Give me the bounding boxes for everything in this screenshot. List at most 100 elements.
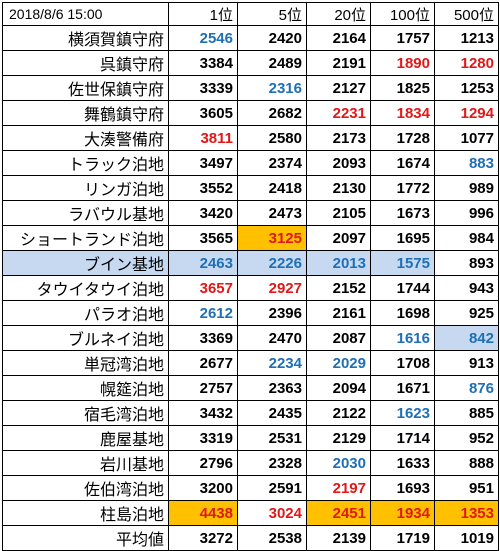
table-row: 幌筵泊地 2757 2363 2094 1671 876 xyxy=(2,375,499,401)
value-cell: 3565 xyxy=(168,225,238,251)
value-cell: 2796 xyxy=(168,450,238,476)
value-cell: 3552 xyxy=(168,175,238,201)
value-cell: 2130 xyxy=(306,175,371,201)
value-cell: 2316 xyxy=(237,75,307,101)
value-cell: 1280 xyxy=(434,50,499,76)
table-row: 佐伯湾泊地 3200 2591 2197 1693 951 xyxy=(2,475,499,501)
table-row: 佐世保鎮守府 3339 2316 2127 1825 1253 xyxy=(2,75,499,101)
value-cell: 1890 xyxy=(370,50,435,76)
value-cell: 2463 xyxy=(168,250,238,276)
value-cell: 3420 xyxy=(168,200,238,226)
value-cell: 1674 xyxy=(370,150,435,176)
value-cell: 2328 xyxy=(237,450,307,476)
table-row: ラバウル基地 3420 2473 2105 1673 996 xyxy=(2,200,499,226)
header-rank-100: 100位 xyxy=(370,2,435,26)
value-cell: 3369 xyxy=(168,325,238,351)
value-cell: 2612 xyxy=(168,300,238,326)
value-cell: 1825 xyxy=(370,75,435,101)
header-row: 2018/8/6 15:00 1位 5位 20位 100位 500位 xyxy=(2,2,499,26)
base-name-cell: ショートランド泊地 xyxy=(2,225,169,251)
value-cell: 1616 xyxy=(370,325,435,351)
base-name-cell: 横須賀鎮守府 xyxy=(2,25,169,51)
table-row: 呉鎮守府 3384 2489 2191 1890 1280 xyxy=(2,50,499,76)
base-name-cell: ラバウル基地 xyxy=(2,200,169,226)
value-cell: 1019 xyxy=(434,525,499,551)
value-cell: 1695 xyxy=(370,225,435,251)
base-name-cell: 岩川基地 xyxy=(2,450,169,476)
table-row: ブイン基地 2463 2226 2013 1575 893 xyxy=(2,250,499,276)
value-cell: 2470 xyxy=(237,325,307,351)
table-row: パラオ泊地 2612 2396 2161 1698 925 xyxy=(2,300,499,326)
value-cell: 2122 xyxy=(306,400,371,426)
base-name-cell: 呉鎮守府 xyxy=(2,50,169,76)
header-rank-500: 500位 xyxy=(434,2,499,26)
value-cell: 842 xyxy=(434,325,499,351)
value-cell: 2682 xyxy=(237,100,307,126)
table-row: 単冠湾泊地 2677 2234 2029 1708 913 xyxy=(2,350,499,376)
base-name-cell: 柱島泊地 xyxy=(2,500,169,526)
value-cell: 2396 xyxy=(237,300,307,326)
table-row: 横須賀鎮守府 2546 2420 2164 1757 1213 xyxy=(2,25,499,51)
value-cell: 3272 xyxy=(168,525,238,551)
value-cell: 2418 xyxy=(237,175,307,201)
value-cell: 3339 xyxy=(168,75,238,101)
value-cell: 1757 xyxy=(370,25,435,51)
base-name-cell: 佐世保鎮守府 xyxy=(2,75,169,101)
value-cell: 2191 xyxy=(306,50,371,76)
table-row: 舞鶴鎮守府 3605 2682 2231 1834 1294 xyxy=(2,100,499,126)
value-cell: 2094 xyxy=(306,375,371,401)
value-cell: 2097 xyxy=(306,225,371,251)
value-cell: 1934 xyxy=(370,500,435,526)
value-cell: 2591 xyxy=(237,475,307,501)
value-cell: 2677 xyxy=(168,350,238,376)
value-cell: 885 xyxy=(434,400,499,426)
value-cell: 989 xyxy=(434,175,499,201)
value-cell: 1714 xyxy=(370,425,435,451)
table-body: 横須賀鎮守府 2546 2420 2164 1757 1213 呉鎮守府 3384 2489 21… xyxy=(2,25,499,551)
value-cell: 996 xyxy=(434,200,499,226)
value-cell: 1719 xyxy=(370,525,435,551)
base-name-cell: タウイタウイ泊地 xyxy=(2,275,169,301)
value-cell: 2197 xyxy=(306,475,371,501)
value-cell: 984 xyxy=(434,225,499,251)
base-name-cell: 宿毛湾泊地 xyxy=(2,400,169,426)
table-row: トラック泊地 3497 2374 2093 1674 883 xyxy=(2,150,499,176)
header-rank-20: 20位 xyxy=(306,2,371,26)
value-cell: 2030 xyxy=(306,450,371,476)
value-cell: 3384 xyxy=(168,50,238,76)
base-name-cell: パラオ泊地 xyxy=(2,300,169,326)
value-cell: 3125 xyxy=(237,225,307,251)
value-cell: 2363 xyxy=(237,375,307,401)
table-row: 大湊警備府 3811 2580 2173 1728 1077 xyxy=(2,125,499,151)
value-cell: 1623 xyxy=(370,400,435,426)
value-cell: 2234 xyxy=(237,350,307,376)
value-cell: 1728 xyxy=(370,125,435,151)
value-cell: 2013 xyxy=(306,250,371,276)
value-cell: 3432 xyxy=(168,400,238,426)
table-row: タウイタウイ泊地 3657 2927 2152 1744 943 xyxy=(2,275,499,301)
value-cell: 893 xyxy=(434,250,499,276)
base-name-cell: リンガ泊地 xyxy=(2,175,169,201)
value-cell: 2139 xyxy=(306,525,371,551)
value-cell: 1772 xyxy=(370,175,435,201)
value-cell: 2161 xyxy=(306,300,371,326)
value-cell: 2927 xyxy=(237,275,307,301)
value-cell: 1294 xyxy=(434,100,499,126)
value-cell: 2374 xyxy=(237,150,307,176)
value-cell: 1744 xyxy=(370,275,435,301)
value-cell: 2129 xyxy=(306,425,371,451)
value-cell: 1213 xyxy=(434,25,499,51)
base-name-cell: ブルネイ泊地 xyxy=(2,325,169,351)
base-name-cell: トラック泊地 xyxy=(2,150,169,176)
value-cell: 2087 xyxy=(306,325,371,351)
value-cell: 888 xyxy=(434,450,499,476)
value-cell: 876 xyxy=(434,375,499,401)
table-row: リンガ泊地 3552 2418 2130 1772 989 xyxy=(2,175,499,201)
value-cell: 3200 xyxy=(168,475,238,501)
value-cell: 3605 xyxy=(168,100,238,126)
value-cell: 2473 xyxy=(237,200,307,226)
value-cell: 2489 xyxy=(237,50,307,76)
value-cell: 1253 xyxy=(434,75,499,101)
value-cell: 2093 xyxy=(306,150,371,176)
